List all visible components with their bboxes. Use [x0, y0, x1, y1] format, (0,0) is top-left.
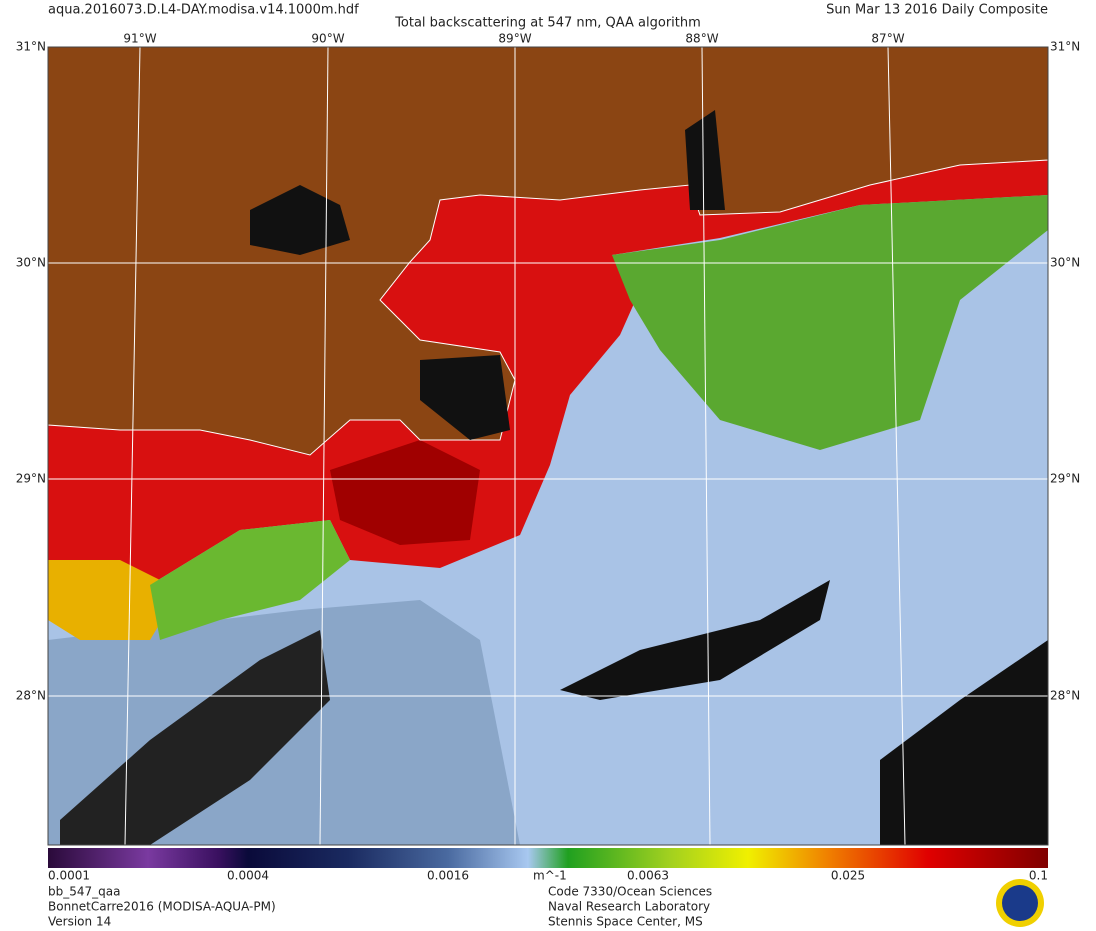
colorbar-tick-label: 0.0004: [227, 869, 269, 883]
graticule: [48, 46, 1048, 846]
map-frame: [47, 46, 1049, 846]
colorbar-tick-label: 0.025: [831, 869, 865, 883]
latitude-label: 31°N: [16, 40, 46, 54]
footer-text: Code 7330/Ocean Sciences: [548, 885, 712, 899]
logo-center: [1002, 885, 1038, 921]
footer-text: Naval Research Laboratory: [548, 900, 710, 914]
latitude-label: 30°N: [1050, 256, 1080, 270]
green-plume-west: [150, 520, 350, 640]
map-image: [47, 46, 1049, 846]
longitude-label: 91°W: [123, 32, 156, 46]
latitude-label: 29°N: [1050, 472, 1080, 486]
yellow-plume: [48, 560, 180, 640]
colorbar-tick-label: 0.0063: [627, 869, 669, 883]
colorbar-unit: m^-1: [533, 869, 567, 883]
colorbar-tick-label: 0.0016: [427, 869, 469, 883]
shallow-area: [60, 630, 330, 845]
colorbar: [48, 848, 1048, 868]
date-label: Sun Mar 13 2016 Daily Composite: [826, 3, 1048, 18]
file-name: aqua.2016073.D.L4-DAY.modisa.v14.1000m.h…: [48, 3, 359, 18]
marsh: [420, 355, 510, 440]
latitude-label: 30°N: [16, 256, 46, 270]
turbid-core: [330, 440, 480, 545]
latitude-label: 28°N: [16, 689, 46, 703]
colorbar-tick-label: 0.1: [1029, 869, 1048, 883]
footer-text: bb_547_qaa: [48, 885, 120, 899]
bay: [685, 110, 725, 210]
footer-text: Stennis Space Center, MS: [548, 915, 703, 929]
logo: [996, 879, 1044, 927]
longitude-label: 89°W: [498, 32, 531, 46]
land: [47, 46, 1049, 456]
longitude-label: 87°W: [871, 32, 904, 46]
grid-line: [887, 46, 906, 846]
footer-text: Version 14: [48, 915, 111, 929]
latitude-label: 31°N: [1050, 40, 1080, 54]
latitude-label: 29°N: [16, 472, 46, 486]
shallow-area: [880, 640, 1048, 845]
footer-text: BonnetCarre2016 (MODISA-AQUA-PM): [48, 900, 276, 914]
lake: [250, 185, 350, 255]
green-plume: [612, 195, 1048, 450]
longitude-label: 90°W: [311, 32, 344, 46]
shallow-area: [560, 580, 830, 700]
longitude-label: 88°W: [685, 32, 718, 46]
latitude-label: 28°N: [1050, 689, 1080, 703]
grid-line: [124, 46, 141, 846]
grid-line: [701, 46, 711, 846]
grid-line: [319, 46, 329, 846]
colorbar-tick-label: 0.0001: [48, 869, 90, 883]
map-title: Total backscattering at 547 nm, QAA algo…: [394, 16, 701, 31]
